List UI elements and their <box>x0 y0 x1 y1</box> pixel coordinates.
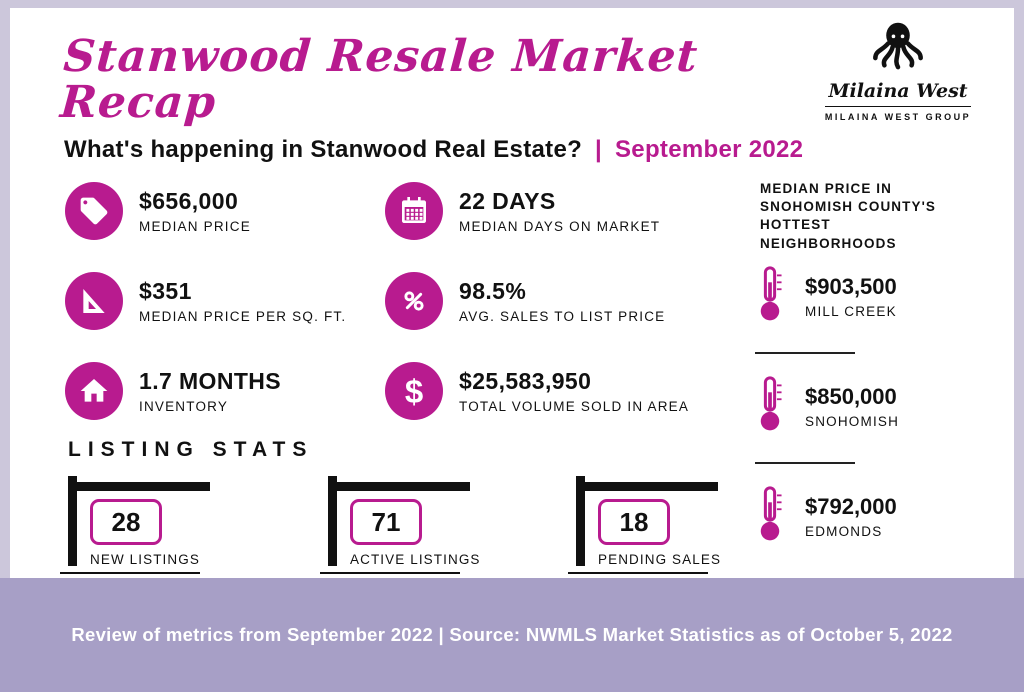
brand-name: Milaina West <box>828 80 968 102</box>
stat-avg-sales-to-list: 98.5% AVG. SALES TO LIST PRICE <box>385 272 665 330</box>
neighborhood-label: MILL CREEK <box>805 304 897 319</box>
sign-post-icon <box>328 476 337 566</box>
neighborhood-label: SNOHOMISH <box>805 414 900 429</box>
stat-value: $656,000 <box>139 188 239 214</box>
stat-text: $351 MEDIAN PRICE PER SQ. FT. <box>139 278 346 324</box>
stat-value: 22 DAYS <box>459 188 556 214</box>
listing-stat-pending-sales: 18 PENDING SALES <box>568 476 720 576</box>
subtitle-period: September 2022 <box>615 136 804 163</box>
dollar-glyph: $ <box>404 372 424 410</box>
stat-inventory: 1.7 MONTHS INVENTORY <box>65 362 281 420</box>
subtitle-question: What's happening in Stanwood Real Estate… <box>64 136 583 163</box>
dollar-icon: $ <box>385 362 443 420</box>
neighborhood-value: $850,000 <box>805 384 897 409</box>
sign-arm-icon <box>576 482 718 491</box>
listing-count: 71 <box>371 506 401 537</box>
neighborhood-text: $792,000 EDMONDS <box>805 484 897 539</box>
stat-label: MEDIAN PRICE <box>139 219 251 234</box>
thermometer-icon <box>760 486 782 541</box>
listing-stat-new-listings: 28 NEW LISTINGS <box>60 476 212 576</box>
stat-median-price-per-sqft: $351 MEDIAN PRICE PER SQ. FT. <box>65 272 346 330</box>
stat-text: 1.7 MONTHS INVENTORY <box>139 368 281 414</box>
brand-logo: Milaina West MILAINA WEST GROUP <box>818 20 978 125</box>
stat-text: $656,000 MEDIAN PRICE <box>139 188 251 234</box>
subtitle: What's happening in Stanwood Real Estate… <box>64 136 803 164</box>
divider <box>755 352 855 354</box>
house-icon <box>65 362 123 420</box>
listing-count-plaque: 71 <box>350 499 422 545</box>
sign-post-icon <box>576 476 585 566</box>
set-square-icon <box>65 272 123 330</box>
neighborhood-text: $903,500 MILL CREEK <box>805 264 897 319</box>
listing-label: PENDING SALES <box>598 552 722 567</box>
sign-arm-icon <box>328 482 470 491</box>
octopus-icon <box>873 22 923 70</box>
listing-stat-active-listings: 71 ACTIVE LISTINGS <box>320 476 479 576</box>
stat-text: 98.5% AVG. SALES TO LIST PRICE <box>459 278 665 324</box>
divider <box>755 462 855 464</box>
stat-median-price: $656,000 MEDIAN PRICE <box>65 182 251 240</box>
subtitle-separator: | <box>595 136 603 163</box>
divider <box>60 572 200 574</box>
stat-value: $25,583,950 <box>459 368 592 394</box>
calendar-icon <box>385 182 443 240</box>
listing-label: ACTIVE LISTINGS <box>350 552 481 567</box>
stat-label: TOTAL VOLUME SOLD IN AREA <box>459 399 690 414</box>
stat-value: $351 <box>139 278 192 304</box>
thermometer-icon <box>760 266 782 321</box>
neighborhood-mill-creek: $903,500 MILL CREEK <box>755 264 897 326</box>
footer-band: Review of metrics from September 2022 | … <box>0 578 1024 692</box>
stat-label: MEDIAN PRICE PER SQ. FT. <box>139 309 347 324</box>
stat-text: $25,583,950 TOTAL VOLUME SOLD IN AREA <box>459 368 689 414</box>
thermometer-icon <box>760 376 782 431</box>
listing-count-plaque: 18 <box>598 499 670 545</box>
neighborhood-value: $792,000 <box>805 494 897 519</box>
stat-text: 22 DAYS MEDIAN DAYS ON MARKET <box>459 188 660 234</box>
listing-count: 28 <box>111 506 141 537</box>
neighborhoods-heading: MEDIAN PRICE IN SNOHOMISH COUNTY'S HOTTE… <box>760 181 937 251</box>
neighborhood-label: EDMONDS <box>805 524 883 539</box>
stat-value: 98.5% <box>459 278 527 304</box>
stat-label: AVG. SALES TO LIST PRICE <box>459 309 666 324</box>
footer-source-text: Review of metrics from September 2022 | … <box>71 624 953 645</box>
sign-arm-icon <box>68 482 210 491</box>
stat-label: MEDIAN DAYS ON MARKET <box>459 219 661 234</box>
listing-count: 18 <box>619 506 649 537</box>
listing-label: NEW LISTINGS <box>90 552 200 567</box>
neighborhood-value: $903,500 <box>805 274 897 299</box>
stat-total-volume: $ $25,583,950 TOTAL VOLUME SOLD IN AREA <box>385 362 689 420</box>
stat-value: 1.7 MONTHS <box>139 368 282 394</box>
percent-icon <box>385 272 443 330</box>
neighborhood-text: $850,000 SNOHOMISH <box>805 374 899 429</box>
stat-median-days-on-market: 22 DAYS MEDIAN DAYS ON MARKET <box>385 182 660 240</box>
divider <box>568 572 708 574</box>
stat-label: INVENTORY <box>139 399 229 414</box>
price-tag-icon <box>65 182 123 240</box>
listing-stats-heading: LISTING STATS <box>68 438 314 461</box>
brand-group-label: MILAINA WEST GROUP <box>824 106 972 122</box>
neighborhood-snohomish: $850,000 SNOHOMISH <box>755 374 899 436</box>
divider <box>320 572 460 574</box>
infographic-card: Stanwood Resale Market Recap Milaina Wes… <box>10 8 1014 578</box>
listing-count-plaque: 28 <box>90 499 162 545</box>
sign-post-icon <box>68 476 77 566</box>
page-title: Stanwood Resale Market Recap <box>58 31 700 129</box>
neighborhood-edmonds: $792,000 EDMONDS <box>755 484 897 546</box>
